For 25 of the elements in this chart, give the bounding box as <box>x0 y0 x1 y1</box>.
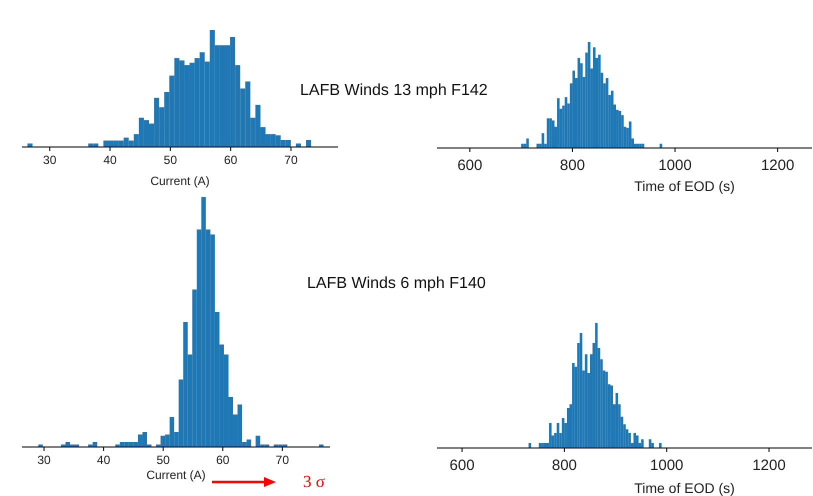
x-tick-label: 70 <box>276 453 290 467</box>
x-axis-title: Current (A) <box>150 174 210 188</box>
x-tick-label: 1200 <box>760 157 794 174</box>
x-tick-label: 600 <box>450 457 475 474</box>
x-tick-label: 1200 <box>752 457 786 474</box>
x-tick-label: 600 <box>457 157 482 174</box>
x-tick-label: 30 <box>43 153 57 167</box>
text: LAFB Winds 13 mph F142 <box>300 82 488 99</box>
x-tick-label: 40 <box>103 153 118 167</box>
x-tick-label: 60 <box>224 153 238 167</box>
text: 3 σ <box>303 472 325 491</box>
x-tick-label: 30 <box>37 453 52 467</box>
x-tick-label: 800 <box>552 457 577 474</box>
x-tick-label: 60 <box>216 453 230 467</box>
x-tick-label: 1000 <box>658 157 692 174</box>
x-tick-label: 50 <box>156 453 170 467</box>
text: LAFB Winds 6 mph F140 <box>307 275 486 292</box>
x-axis-title: Time of EOD (s) <box>634 178 735 194</box>
x-tick-label: 40 <box>96 453 111 467</box>
x-tick-label: 1000 <box>650 457 684 474</box>
x-tick-label: 800 <box>560 157 585 174</box>
x-tick-label: 70 <box>284 153 298 167</box>
x-axis-title: Time of EOD (s) <box>634 480 735 496</box>
x-axis-title: Current (A) <box>146 468 206 482</box>
x-tick-label: 50 <box>164 153 178 167</box>
